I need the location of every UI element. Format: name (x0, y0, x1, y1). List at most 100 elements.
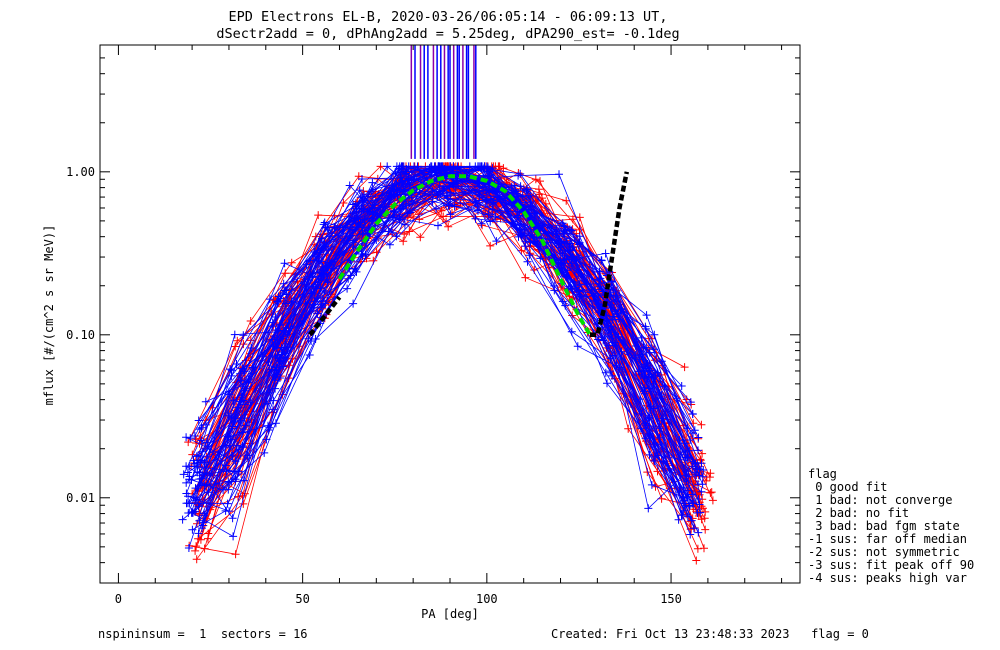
red-marker (575, 213, 584, 222)
blue-marker (689, 524, 698, 533)
blue-marker (566, 239, 574, 248)
blue-marker (526, 202, 535, 211)
blue-marker (182, 433, 191, 442)
red-marker (697, 420, 706, 429)
blue-marker (477, 219, 486, 228)
blue-marker (525, 251, 534, 260)
blue-marker (264, 421, 272, 430)
blue-marker (514, 171, 523, 180)
blue-marker (222, 467, 231, 476)
red-marker (556, 283, 565, 292)
blue-marker (528, 233, 537, 241)
blue-marker (395, 215, 404, 224)
red-marker (339, 199, 348, 207)
blue-marker (351, 265, 360, 273)
blue-trace (202, 162, 706, 478)
blue-marker (184, 492, 193, 501)
blue-marker (603, 379, 611, 388)
blue-marker (234, 445, 243, 454)
blue-marker (185, 499, 194, 508)
blue-marker (646, 402, 655, 411)
blue-marker (279, 279, 288, 288)
red-marker (536, 177, 544, 186)
blue-marker (453, 176, 462, 185)
blue-marker (197, 480, 206, 489)
red-marker (494, 162, 503, 171)
red-marker (399, 237, 408, 246)
blue-marker (574, 286, 583, 295)
blue-marker (187, 476, 196, 484)
blue-marker (698, 472, 707, 481)
red-marker (287, 258, 296, 267)
blue-marker (611, 297, 620, 306)
blue-marker (330, 223, 339, 232)
blue-marker (238, 442, 247, 450)
blue-marker (493, 192, 502, 201)
chart-title: EPD Electrons EL-B, 2020-03-26/06:05:14 … (229, 9, 668, 25)
blue-marker (559, 229, 568, 238)
blue-marker (225, 507, 234, 516)
flag-legend-item: -3 sus: fit peak off 90 (808, 558, 975, 572)
red-marker (400, 230, 409, 239)
red-marker (200, 544, 209, 553)
blue-marker (240, 400, 249, 409)
red-line (213, 172, 706, 513)
blue-marker (262, 435, 271, 444)
blue-marker (659, 414, 668, 423)
blue-marker (694, 433, 703, 442)
blue-marker (272, 363, 281, 372)
blue-marker (388, 228, 397, 237)
red-marker (239, 499, 248, 508)
blue-marker (368, 178, 377, 187)
blue-marker (406, 208, 415, 217)
blue-marker (446, 210, 455, 219)
blue-marker (343, 284, 352, 293)
blue-marker (575, 238, 584, 247)
blue-marker (372, 236, 381, 244)
blue-marker (645, 450, 654, 459)
blue-marker (449, 162, 458, 171)
blue-marker (224, 477, 233, 486)
y-axis-label: mflux [#/(cm^2 s sr MeV)] (42, 225, 56, 406)
blue-marker (345, 181, 354, 190)
red-marker (439, 212, 448, 221)
red-marker (311, 232, 320, 241)
blue-marker (271, 419, 280, 428)
blue-marker (247, 344, 256, 352)
red-marker (707, 488, 716, 497)
blue-marker (352, 204, 361, 213)
red-marker (700, 544, 708, 553)
red-marker (680, 363, 689, 372)
blue-marker (443, 194, 452, 203)
red-marker (702, 476, 711, 485)
blue-marker (405, 180, 414, 189)
blue-marker (696, 508, 705, 517)
blue-marker (684, 486, 693, 495)
red-marker (246, 317, 255, 325)
blue-marker (642, 311, 651, 320)
blue-marker (182, 478, 191, 487)
red-marker (538, 194, 546, 203)
x-axis-label: PA [deg] (421, 607, 479, 621)
blue-marker (224, 485, 233, 494)
blue-marker (516, 169, 525, 178)
blue-marker (385, 240, 394, 249)
blue-marker (597, 256, 606, 265)
blue-marker (697, 459, 706, 468)
red-marker (444, 222, 453, 231)
blue-marker (688, 409, 697, 418)
blue-marker (271, 384, 280, 393)
blue-marker (486, 194, 495, 203)
red-marker (705, 473, 714, 482)
red-marker (204, 529, 213, 538)
blue-marker (485, 171, 494, 180)
blue-marker (194, 529, 203, 538)
blue-marker (239, 331, 248, 340)
blue-marker (322, 275, 331, 284)
blue-marker (197, 436, 206, 445)
blue-marker (686, 436, 695, 444)
blue-marker (694, 528, 703, 537)
blue-marker (550, 281, 559, 290)
red-line (212, 166, 706, 519)
